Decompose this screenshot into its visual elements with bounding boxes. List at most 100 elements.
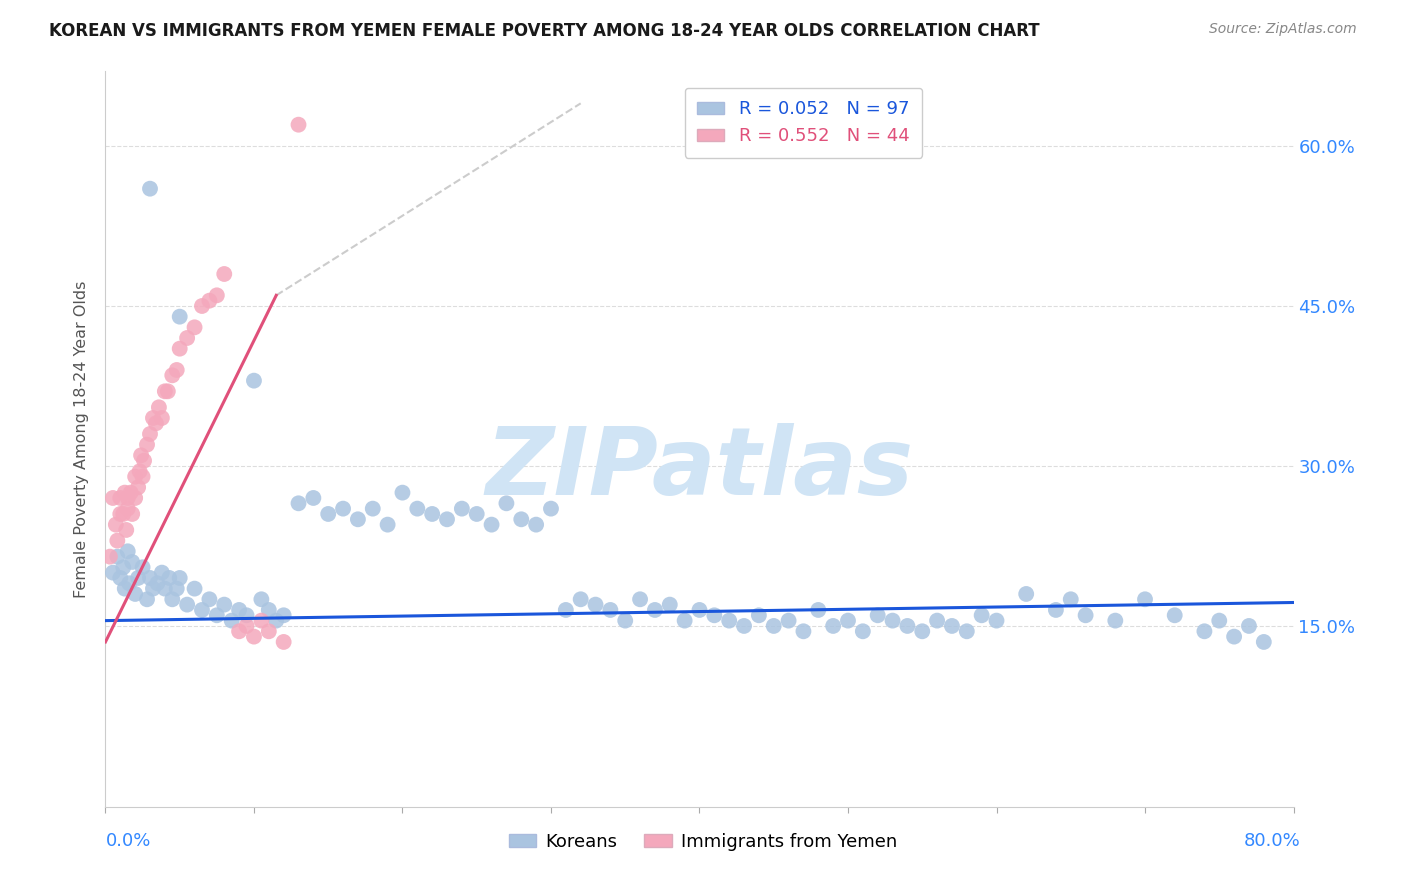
Point	[1074, 608, 1097, 623]
Point	[1104, 614, 1126, 628]
Point	[112, 507, 135, 521]
Point	[221, 614, 243, 628]
Point	[112, 560, 135, 574]
Point	[114, 485, 136, 500]
Point	[927, 614, 949, 628]
Point	[332, 501, 354, 516]
Point	[183, 582, 205, 596]
Point	[169, 310, 191, 324]
Point	[121, 507, 143, 521]
Point	[183, 320, 205, 334]
Point	[1223, 630, 1246, 644]
Point	[243, 374, 266, 388]
Point	[228, 603, 250, 617]
Point	[628, 592, 651, 607]
Point	[146, 576, 169, 591]
Point	[316, 507, 339, 521]
Point	[250, 592, 273, 607]
Point	[986, 614, 1008, 628]
Point	[101, 566, 124, 580]
Point	[1015, 587, 1038, 601]
Point	[110, 507, 132, 521]
Point	[205, 288, 228, 302]
Point	[807, 603, 830, 617]
Point	[131, 469, 153, 483]
Point	[837, 614, 859, 628]
Point	[228, 624, 250, 639]
Text: KOREAN VS IMMIGRANTS FROM YEMEN FEMALE POVERTY AMONG 18-24 YEAR OLDS CORRELATION: KOREAN VS IMMIGRANTS FROM YEMEN FEMALE P…	[49, 22, 1040, 40]
Y-axis label: Female Poverty Among 18-24 Year Olds: Female Poverty Among 18-24 Year Olds	[75, 281, 90, 598]
Point	[169, 342, 191, 356]
Point	[1045, 603, 1067, 617]
Point	[718, 614, 741, 628]
Point	[169, 571, 191, 585]
Point	[287, 118, 309, 132]
Point	[644, 603, 666, 617]
Point	[257, 624, 280, 639]
Legend: R = 0.052   N = 97, R = 0.552   N = 44: R = 0.052 N = 97, R = 0.552 N = 44	[685, 87, 922, 158]
Text: Source: ZipAtlas.com: Source: ZipAtlas.com	[1209, 22, 1357, 37]
Point	[287, 496, 309, 510]
Point	[436, 512, 458, 526]
Point	[1164, 608, 1187, 623]
Point	[823, 619, 845, 633]
Point	[136, 592, 159, 607]
Point	[114, 582, 136, 596]
Point	[673, 614, 696, 628]
Point	[120, 485, 142, 500]
Point	[214, 267, 236, 281]
Point	[778, 614, 800, 628]
Point	[614, 614, 637, 628]
Point	[148, 401, 170, 415]
Point	[98, 549, 121, 564]
Point	[117, 491, 139, 505]
Point	[450, 501, 472, 516]
Point	[115, 523, 138, 537]
Point	[156, 384, 179, 399]
Text: 0.0%: 0.0%	[105, 831, 150, 849]
Point	[110, 491, 132, 505]
Point	[235, 608, 257, 623]
Point	[124, 469, 146, 483]
Point	[361, 501, 384, 516]
Point	[733, 619, 755, 633]
Point	[162, 368, 184, 383]
Point	[162, 592, 184, 607]
Point	[214, 598, 236, 612]
Point	[153, 384, 176, 399]
Point	[585, 598, 607, 612]
Point	[689, 603, 711, 617]
Point	[110, 571, 132, 585]
Point	[852, 624, 875, 639]
Point	[243, 630, 266, 644]
Point	[129, 448, 152, 462]
Point	[117, 544, 139, 558]
Point	[139, 427, 162, 442]
Point	[1208, 614, 1230, 628]
Point	[139, 571, 162, 585]
Point	[510, 512, 533, 526]
Point	[1194, 624, 1216, 639]
Point	[748, 608, 770, 623]
Point	[139, 182, 162, 196]
Point	[911, 624, 934, 639]
Point	[127, 480, 149, 494]
Point	[105, 549, 128, 564]
Point	[176, 331, 198, 345]
Point	[481, 517, 503, 532]
Point	[105, 533, 128, 548]
Point	[554, 603, 576, 617]
Point	[127, 571, 149, 585]
Point	[257, 603, 280, 617]
Text: ZIPatlas: ZIPatlas	[485, 423, 914, 515]
Point	[250, 614, 273, 628]
Point	[569, 592, 592, 607]
Point	[1253, 635, 1275, 649]
Point	[198, 592, 221, 607]
Point	[235, 619, 257, 633]
Point	[136, 437, 159, 451]
Point	[956, 624, 979, 639]
Point	[150, 411, 173, 425]
Point	[599, 603, 621, 617]
Point	[166, 363, 188, 377]
